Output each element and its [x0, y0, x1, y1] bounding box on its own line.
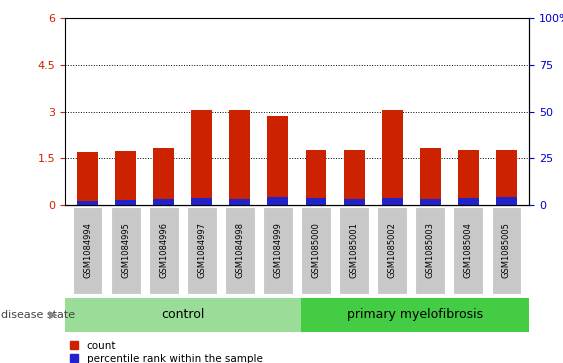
- Bar: [153, 199, 174, 205]
- Bar: [191, 198, 212, 205]
- Bar: [453, 207, 483, 294]
- Text: GSM1084997: GSM1084997: [197, 223, 206, 278]
- Bar: [339, 207, 369, 294]
- Bar: [77, 152, 98, 205]
- Bar: [377, 207, 407, 294]
- Bar: [263, 207, 293, 294]
- Bar: [496, 150, 517, 205]
- Text: primary myelofibrosis: primary myelofibrosis: [347, 309, 483, 321]
- Text: GSM1085005: GSM1085005: [502, 223, 511, 278]
- Bar: [458, 150, 479, 205]
- Bar: [420, 148, 441, 205]
- Bar: [153, 148, 174, 205]
- Bar: [415, 207, 445, 294]
- Bar: [306, 198, 327, 205]
- Text: ▶: ▶: [49, 310, 57, 320]
- Text: GSM1085003: GSM1085003: [426, 223, 435, 278]
- Text: GSM1084995: GSM1084995: [121, 223, 130, 278]
- Bar: [420, 199, 441, 205]
- Bar: [382, 198, 403, 205]
- Bar: [382, 110, 403, 205]
- Bar: [343, 199, 365, 205]
- Text: GSM1084999: GSM1084999: [274, 223, 283, 278]
- Bar: [496, 197, 517, 205]
- Bar: [111, 207, 141, 294]
- Bar: [115, 151, 136, 205]
- Text: control: control: [161, 309, 204, 321]
- Bar: [267, 197, 288, 205]
- Bar: [343, 150, 365, 205]
- Text: GSM1085001: GSM1085001: [350, 223, 359, 278]
- Legend: count, percentile rank within the sample: count, percentile rank within the sample: [70, 341, 262, 363]
- Bar: [149, 207, 178, 294]
- Text: GSM1084996: GSM1084996: [159, 223, 168, 278]
- Bar: [301, 298, 529, 332]
- Bar: [77, 201, 98, 205]
- Bar: [267, 116, 288, 205]
- Bar: [491, 207, 521, 294]
- Bar: [225, 207, 254, 294]
- Text: GSM1085000: GSM1085000: [311, 223, 320, 278]
- Bar: [229, 199, 251, 205]
- Text: GSM1084998: GSM1084998: [235, 223, 244, 278]
- Bar: [301, 207, 331, 294]
- Bar: [458, 198, 479, 205]
- Bar: [73, 207, 102, 294]
- Text: GSM1084994: GSM1084994: [83, 223, 92, 278]
- Text: disease state: disease state: [1, 310, 75, 320]
- Bar: [65, 298, 301, 332]
- Bar: [229, 110, 251, 205]
- Bar: [115, 200, 136, 205]
- Text: GSM1085002: GSM1085002: [388, 223, 397, 278]
- Bar: [187, 207, 217, 294]
- Bar: [306, 150, 327, 205]
- Bar: [191, 110, 212, 205]
- Text: GSM1085004: GSM1085004: [464, 223, 473, 278]
